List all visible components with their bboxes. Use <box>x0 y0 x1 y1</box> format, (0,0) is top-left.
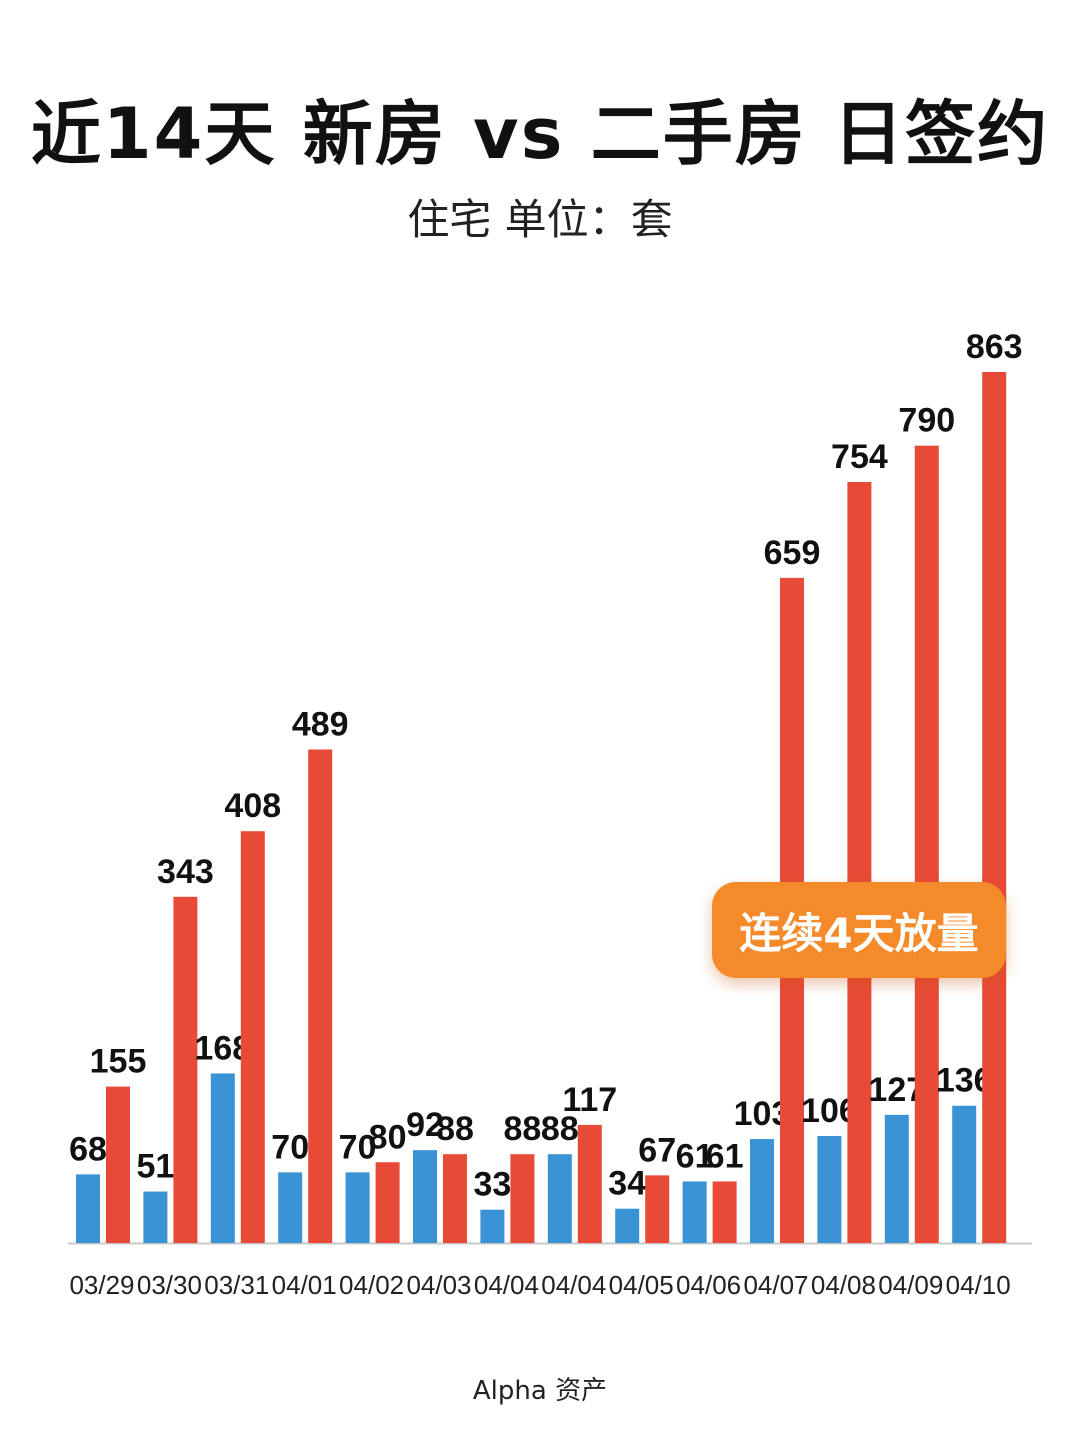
value-label-second-0: 155 <box>90 1043 147 1081</box>
bar-second-9 <box>712 1181 737 1243</box>
bar-new-3 <box>278 1172 303 1243</box>
value-label-new-5: 92 <box>406 1106 444 1144</box>
x-tick-label-9: 04/06 <box>676 1270 741 1300</box>
bar-new-12 <box>884 1114 909 1243</box>
value-label-second-11: 754 <box>831 438 888 476</box>
value-label-new-6: 33 <box>473 1166 511 1204</box>
bar-second-0 <box>106 1086 130 1243</box>
value-label-second-1: 343 <box>157 853 214 891</box>
value-label-second-5: 88 <box>436 1110 474 1148</box>
x-tick-label-10: 04/07 <box>743 1270 808 1300</box>
x-tick-label-11: 04/08 <box>811 1270 876 1300</box>
value-label-second-8: 67 <box>638 1131 676 1169</box>
bar-new-6 <box>480 1209 505 1243</box>
value-label-second-7: 117 <box>562 1081 617 1119</box>
bar-new-13 <box>952 1105 977 1243</box>
bar-second-13 <box>982 372 1007 1243</box>
x-tick-label-8: 04/05 <box>609 1270 674 1300</box>
bar-second-5 <box>443 1154 467 1243</box>
bar-new-11 <box>817 1136 842 1243</box>
x-tick-label-0: 03/29 <box>69 1270 134 1300</box>
bar-second-1 <box>173 896 198 1243</box>
value-label-new-8: 34 <box>608 1165 646 1203</box>
bar-new-5 <box>413 1150 437 1243</box>
value-label-new-9: 61 <box>676 1137 714 1175</box>
bar-second-4 <box>375 1162 400 1243</box>
x-tick-label-5: 04/03 <box>406 1270 471 1300</box>
x-tick-label-6: 04/04 <box>474 1270 539 1300</box>
value-label-second-10: 659 <box>764 534 821 572</box>
x-tick-label-1: 03/30 <box>137 1270 202 1300</box>
bar-second-11 <box>847 482 872 1243</box>
value-label-second-13: 863 <box>966 328 1023 366</box>
bar-new-10 <box>750 1139 774 1243</box>
x-tick-label-4: 04/02 <box>339 1270 404 1300</box>
bar-new-1 <box>143 1191 168 1243</box>
chart-subtitle: 住宅 单位：套 <box>407 195 673 244</box>
bar-second-3 <box>308 749 333 1243</box>
bar-second-6 <box>510 1154 535 1243</box>
bar-second-7 <box>577 1124 602 1243</box>
bar-new-0 <box>76 1174 100 1243</box>
chart-title: 近14天 新房 vs 二手房 日签约 <box>30 93 1050 175</box>
bar-new-7 <box>547 1154 572 1243</box>
x-tick-label-13: 04/10 <box>946 1270 1011 1300</box>
bar-new-9 <box>682 1181 707 1243</box>
bar-second-12 <box>914 445 939 1243</box>
value-label-new-0: 68 <box>69 1130 107 1168</box>
x-tick-label-7: 04/04 <box>541 1270 606 1300</box>
value-label-second-2: 408 <box>224 787 281 825</box>
value-label-second-6: 88 <box>503 1110 541 1148</box>
value-label-second-12: 790 <box>898 402 955 440</box>
x-tick-label-12: 04/09 <box>878 1270 943 1300</box>
bar-new-2 <box>210 1073 235 1243</box>
value-label-new-4: 70 <box>339 1128 377 1166</box>
bar-second-2 <box>240 831 265 1243</box>
value-label-new-1: 51 <box>136 1148 174 1186</box>
annotation-badge: 连续4天放量 <box>712 882 1006 978</box>
value-label-second-9: 61 <box>706 1137 744 1175</box>
value-label-new-3: 70 <box>271 1128 309 1166</box>
footer-brand: Alpha 资产 <box>472 1376 608 1406</box>
value-label-second-4: 80 <box>369 1118 407 1156</box>
value-label-new-7: 88 <box>541 1110 579 1148</box>
bar-new-4 <box>345 1172 370 1243</box>
bar-new-8 <box>615 1208 640 1243</box>
value-label-second-3: 489 <box>292 705 349 743</box>
x-tick-label-3: 04/01 <box>272 1270 337 1300</box>
bar-second-8 <box>645 1175 670 1243</box>
x-tick-label-2: 03/31 <box>204 1270 269 1300</box>
